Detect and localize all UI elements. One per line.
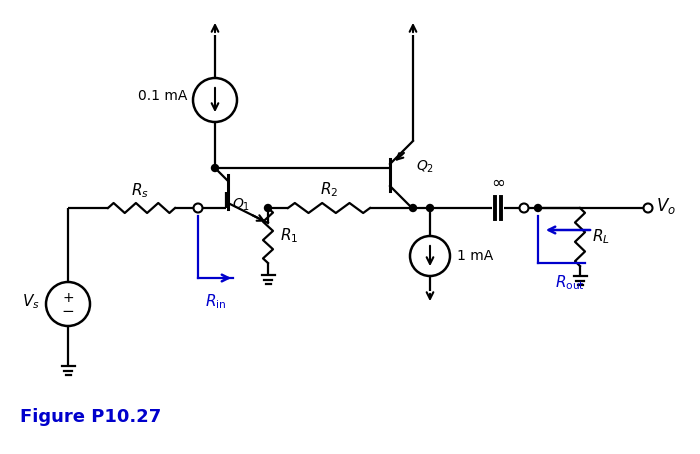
Text: $R_\mathrm{out}$: $R_\mathrm{out}$: [555, 273, 585, 292]
Text: $Q_2$: $Q_2$: [416, 159, 434, 175]
Circle shape: [265, 204, 272, 212]
Circle shape: [211, 164, 218, 172]
Text: $R_\mathrm{in}$: $R_\mathrm{in}$: [205, 292, 227, 311]
Text: $R_2$: $R_2$: [320, 180, 338, 199]
Text: 1 mA: 1 mA: [457, 249, 494, 263]
Text: $R_s$: $R_s$: [130, 181, 148, 200]
Text: −: −: [62, 304, 74, 319]
Text: 0.1 mA: 0.1 mA: [138, 89, 187, 103]
Circle shape: [410, 204, 416, 212]
Text: $R_1$: $R_1$: [280, 226, 298, 245]
Text: $\infty$: $\infty$: [491, 173, 505, 191]
Text: Figure P10.27: Figure P10.27: [20, 408, 161, 426]
Text: $V_s$: $V_s$: [22, 293, 40, 311]
Text: +: +: [62, 291, 74, 305]
Circle shape: [426, 204, 433, 212]
Text: $Q_1$: $Q_1$: [232, 197, 250, 213]
Text: $V_o$: $V_o$: [656, 196, 676, 216]
Text: $R_L$: $R_L$: [592, 227, 610, 247]
Circle shape: [535, 204, 542, 212]
